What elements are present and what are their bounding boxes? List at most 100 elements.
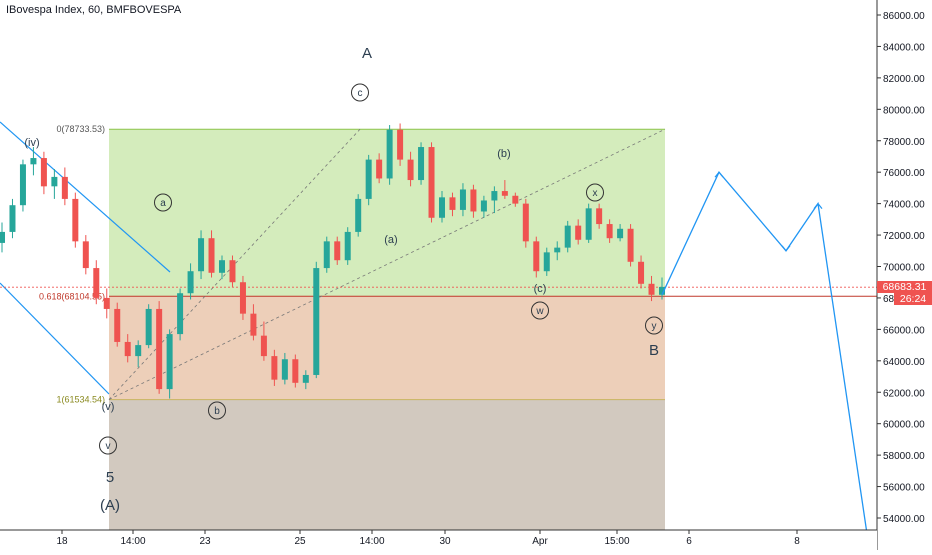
candle-body [470, 189, 477, 212]
candle-body [260, 335, 267, 357]
candle-body [0, 231, 5, 243]
wave-label-circle [645, 316, 663, 335]
candle-body [617, 228, 624, 239]
candle-body [522, 203, 529, 242]
price-tick-label: 74000.00 [883, 200, 925, 211]
candle-body [564, 225, 571, 248]
price-tick-label: 80000.00 [883, 105, 925, 116]
candle-body [40, 158, 47, 187]
time-tick-label: Apr [532, 536, 548, 547]
fib-label: 0.618(68104.55) [39, 291, 105, 301]
time-tick-label: 18 [56, 536, 68, 547]
candle-body [30, 158, 37, 165]
time-tick-label: 14:00 [120, 536, 145, 547]
wave-label: (v) [102, 401, 115, 413]
candle-body [365, 159, 372, 199]
candle-body [313, 268, 320, 375]
price-tick-label: 78000.00 [883, 137, 925, 148]
wave-label-circle [586, 183, 604, 202]
candle-body [51, 176, 58, 187]
candle-body [250, 313, 257, 336]
time-axis[interactable]: 18 14:00 23 25 14:00 30 Apr 15:00 6 8 [0, 529, 877, 550]
candles [0, 123, 665, 399]
price-tick-label: 86000.00 [883, 11, 925, 22]
candle-body [61, 176, 68, 199]
price-tick-label: 58000.00 [883, 451, 925, 462]
candle-body [575, 225, 582, 240]
candle-body [177, 293, 184, 335]
fib-zone-lower [109, 399, 665, 530]
time-tick-label: 6 [686, 536, 692, 547]
candle-body [397, 129, 404, 160]
candle-body [93, 268, 100, 298]
price-axis[interactable]: 54000.00 56000.00 58000.00 60000.00 62000.00… [876, 0, 932, 550]
price-tick-label: 60000.00 [883, 420, 925, 431]
fib-fan-line-1 [108, 128, 361, 400]
candle-body [355, 198, 362, 232]
candle-body [156, 308, 163, 390]
candle-body [596, 208, 603, 225]
chart-title: IBovespa Index, 60, BMFBOVESPA [6, 4, 182, 16]
candle-body [302, 374, 309, 383]
channel-line-upper [0, 121, 171, 273]
price-tick-label: 54000.00 [883, 514, 925, 525]
wave-label: A [362, 45, 372, 62]
projection-path[interactable] [661, 170, 868, 534]
projection-arrowhead [714, 171, 724, 178]
candle-body [135, 345, 142, 357]
candle-body [281, 359, 288, 380]
candle-body [407, 159, 414, 181]
price-tick-label: 82000.00 [883, 74, 925, 85]
price-tick-label: 62000.00 [883, 388, 925, 399]
wave-label: c [358, 88, 363, 99]
candle-body [480, 200, 487, 212]
candle-body [103, 297, 110, 309]
candle-body [585, 208, 592, 240]
candle-body [19, 164, 26, 206]
fib-fan-line-2 [108, 128, 666, 400]
wave-label: w [535, 306, 544, 317]
price-tick-label: 70000.00 [883, 263, 925, 274]
candle-body [428, 147, 435, 218]
wave-label: b [214, 406, 220, 417]
candle-body [82, 241, 89, 269]
time-tick-label: 23 [199, 536, 211, 547]
price-tick-label: 56000.00 [883, 483, 925, 494]
projection-arrowhead [781, 245, 791, 252]
candle-body [334, 241, 341, 261]
wave-label-circle [208, 401, 226, 420]
candle-body [292, 359, 299, 383]
bar-countdown-tag: 26:24 [894, 293, 932, 305]
candle-body [543, 252, 550, 272]
candle-body [418, 147, 425, 181]
wave-label: (a) [384, 234, 397, 246]
candle-body [229, 260, 236, 283]
candle-body [219, 260, 225, 273]
candle-body [512, 195, 519, 204]
candle-body [166, 334, 173, 390]
wave-label: (c) [534, 283, 547, 295]
last-price-tag: 68683.31 [877, 281, 932, 293]
wave-label: B [649, 342, 659, 359]
time-tick-label: 30 [439, 536, 451, 547]
fib-label: 0(78733.53) [56, 124, 105, 134]
candle-body [239, 282, 246, 314]
fib-retracement[interactable] [109, 128, 877, 530]
candle-body [501, 191, 508, 196]
candle-body [9, 205, 16, 232]
candle-body [198, 238, 205, 272]
candle-body [145, 308, 152, 346]
channel-line-lower [0, 282, 110, 395]
trend-lines[interactable] [0, 121, 877, 400]
wave-label: v [106, 441, 111, 452]
wave-label: (iv) [24, 137, 39, 149]
candle-body [659, 286, 665, 295]
candle-body [386, 129, 393, 179]
wave-label: y [652, 321, 657, 332]
time-tick-label: 8 [794, 536, 800, 547]
time-tick-label: 15:00 [604, 536, 629, 547]
candle-body [344, 231, 351, 261]
candle-body [208, 238, 215, 273]
